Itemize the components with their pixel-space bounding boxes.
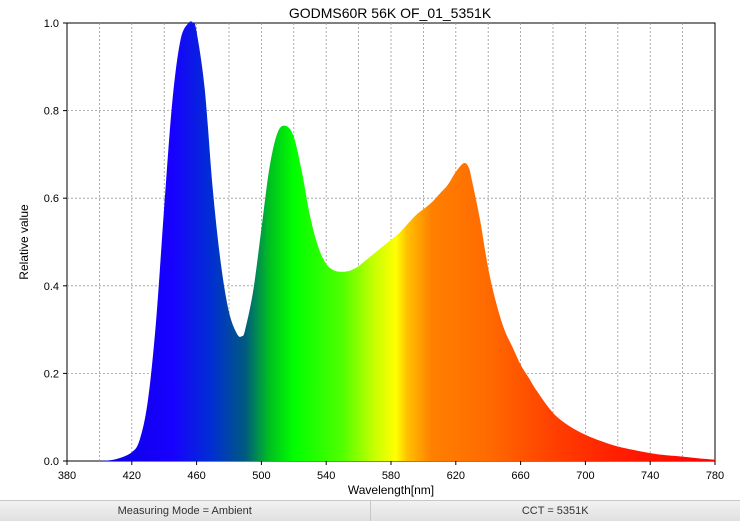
x-tick-label: 580 bbox=[382, 470, 400, 482]
y-axis-label: Relative value bbox=[17, 204, 31, 280]
x-tick-label: 740 bbox=[641, 470, 659, 482]
x-axis-ticks: 380 420 460 500 540 580 620 660 700 740 780 bbox=[58, 461, 724, 482]
x-axis-label: Wavelength[nm] bbox=[348, 483, 434, 497]
x-tick-label: 780 bbox=[706, 470, 724, 482]
x-tick-label: 540 bbox=[317, 470, 335, 482]
y-tick-label: 0.0 bbox=[44, 456, 59, 468]
measuring-mode-status: Measuring Mode = Ambient bbox=[0, 501, 371, 521]
y-tick-label: 0.4 bbox=[44, 281, 59, 293]
spectrum-chart: GODMS60R 56K OF_01_5351K 380 420 460 500 540… bbox=[17, 5, 724, 497]
x-tick-label: 700 bbox=[576, 470, 594, 482]
cct-status: CCT = 5351K bbox=[370, 501, 740, 521]
y-tick-label: 0.2 bbox=[44, 368, 59, 380]
x-tick-label: 460 bbox=[187, 470, 205, 482]
chart-title: GODMS60R 56K OF_01_5351K bbox=[289, 5, 492, 21]
x-tick-label: 380 bbox=[58, 470, 76, 482]
x-tick-label: 500 bbox=[252, 470, 270, 482]
y-tick-label: 0.8 bbox=[44, 106, 59, 118]
x-tick-label: 420 bbox=[123, 470, 141, 482]
y-tick-label: 1.0 bbox=[44, 18, 59, 30]
status-bar: Measuring Mode = Ambient CCT = 5351K bbox=[0, 500, 740, 521]
x-tick-label: 660 bbox=[511, 470, 529, 482]
x-tick-label: 620 bbox=[447, 470, 465, 482]
y-tick-label: 0.6 bbox=[44, 193, 59, 205]
spectrum-area bbox=[99, 21, 715, 461]
y-axis-ticks: 0.0 0.2 0.4 0.6 0.8 1.0 bbox=[44, 18, 67, 468]
